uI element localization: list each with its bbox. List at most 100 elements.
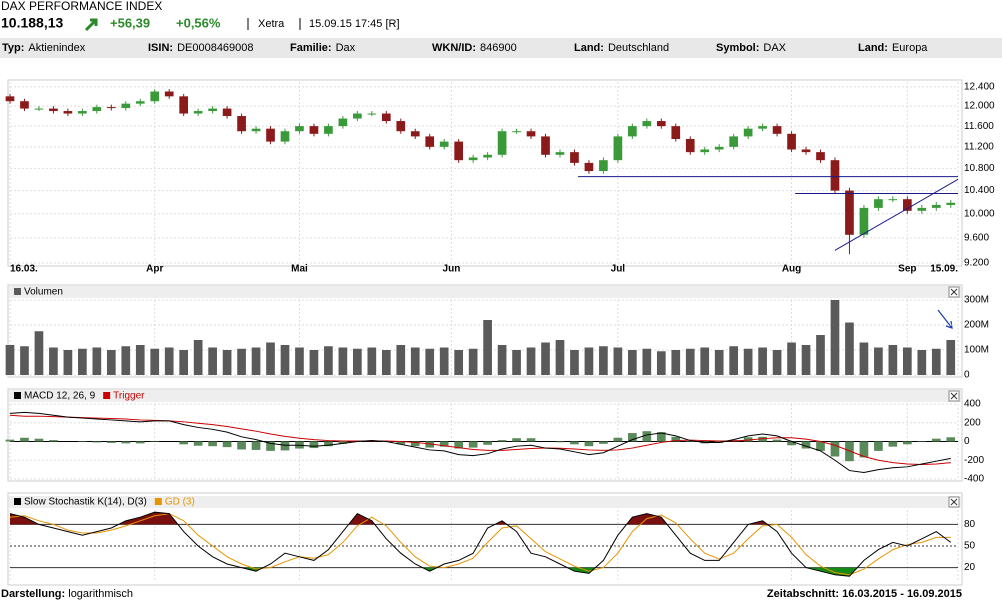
candle-body xyxy=(410,131,420,137)
price: 10.188,13 xyxy=(1,15,63,31)
volume-bar xyxy=(541,342,550,375)
candle-body xyxy=(874,199,883,208)
y-tick-label: 50 xyxy=(964,541,976,552)
histogram-bar xyxy=(743,437,753,442)
histogram-bar xyxy=(483,441,492,445)
panel-header xyxy=(9,496,961,508)
histogram-bar xyxy=(135,441,145,444)
info-label: ISIN: xyxy=(148,42,173,54)
band-fill xyxy=(10,512,768,525)
x-tick-label: Aug xyxy=(782,264,801,275)
volume-bar xyxy=(164,347,174,375)
volume-bar xyxy=(931,348,941,375)
info-value: DE0008469008 xyxy=(177,42,253,54)
histogram-bar xyxy=(599,441,608,444)
volume-bar xyxy=(222,350,232,375)
candle-body xyxy=(454,141,464,161)
volume-bar xyxy=(78,348,87,375)
volume-bar xyxy=(772,350,782,375)
volume-bar xyxy=(888,345,898,375)
histogram-bar xyxy=(642,431,652,442)
y-tick-label: 9.600 xyxy=(964,233,989,244)
candle-body xyxy=(135,101,145,104)
candle-body xyxy=(164,91,174,97)
histogram-bar xyxy=(570,441,579,445)
volume-bar xyxy=(49,347,58,375)
volume-bar xyxy=(845,322,854,375)
volume-bar xyxy=(613,347,623,375)
volume-bar xyxy=(497,345,507,375)
histogram-bar xyxy=(121,441,131,444)
panel-frame xyxy=(7,79,963,267)
histogram-bar xyxy=(830,441,840,457)
volume-bar xyxy=(599,346,608,375)
y-tick-label: 11.600 xyxy=(964,121,994,132)
annotation-arrow xyxy=(937,309,953,329)
y-tick-label: 10.800 xyxy=(964,163,995,174)
histogram-bar xyxy=(251,441,261,450)
candle-body xyxy=(613,136,623,161)
volume-bar xyxy=(801,345,811,375)
legend-swatch xyxy=(14,498,21,505)
candle-body xyxy=(20,101,29,109)
volume-bar xyxy=(251,347,261,375)
volume-bar xyxy=(208,347,217,375)
volume-bar xyxy=(324,346,333,375)
volume-bar xyxy=(367,347,377,375)
candle-body xyxy=(280,131,290,142)
candle-body xyxy=(917,207,927,211)
volume-bar xyxy=(671,350,681,375)
up-arrow xyxy=(84,18,98,32)
y-tick-label: 300M xyxy=(964,295,989,306)
info-label: Typ: xyxy=(2,42,24,54)
x-tick-label: Mai xyxy=(291,264,308,275)
histogram-bar xyxy=(903,441,912,445)
info-item: Symbol: DAX xyxy=(716,42,787,54)
histogram-bar xyxy=(49,440,58,442)
footer-period-label: Zeitabschnitt: xyxy=(767,588,839,600)
candle-body xyxy=(714,146,724,150)
histogram-bar xyxy=(555,441,565,443)
candle-body xyxy=(222,108,232,117)
volume-bar xyxy=(874,347,883,375)
candle-body xyxy=(729,136,739,147)
change: +56,39 xyxy=(110,15,150,30)
histogram-bar xyxy=(859,441,869,458)
info-label: Land: xyxy=(574,42,604,54)
x-tick-label: 15.09. xyxy=(930,264,958,275)
legend-label: Slow Stochastik K(14), D(3) xyxy=(24,497,147,508)
y-tick-label: 100M xyxy=(964,345,989,356)
y-tick-label: 10.400 xyxy=(964,185,995,196)
info-row: Typ: Aktienindex ISIN: DE0008469008 Familie:… xyxy=(2,42,928,54)
histogram-bar xyxy=(497,440,507,442)
candle-body xyxy=(671,126,681,139)
candle-body xyxy=(903,199,912,211)
info-value: Aktienindex xyxy=(28,42,85,54)
volume-bar xyxy=(816,335,825,375)
histogram-bar xyxy=(410,441,420,447)
volume-bar xyxy=(758,347,767,375)
candle-body xyxy=(193,111,203,114)
info-value: Dax xyxy=(336,42,356,54)
y-tick-label: 20 xyxy=(964,562,976,573)
histogram-bar xyxy=(946,437,956,442)
y-tick-label: 12.000 xyxy=(964,101,995,112)
series-line xyxy=(9,511,952,577)
volume-bar xyxy=(685,348,695,375)
volume-bar xyxy=(179,350,189,375)
volume-bar xyxy=(237,348,246,375)
histogram-bar xyxy=(266,441,275,451)
candle-body xyxy=(396,121,406,132)
volume-bar xyxy=(150,348,160,375)
histogram-bar xyxy=(20,437,29,442)
volume-bar xyxy=(700,347,710,375)
candle-body xyxy=(338,118,348,127)
candle-body xyxy=(179,96,189,114)
candle-body xyxy=(859,207,869,235)
series-line xyxy=(9,411,951,473)
volume-bar xyxy=(468,348,478,375)
volume-bar xyxy=(454,350,464,375)
volume-bar xyxy=(787,342,796,375)
